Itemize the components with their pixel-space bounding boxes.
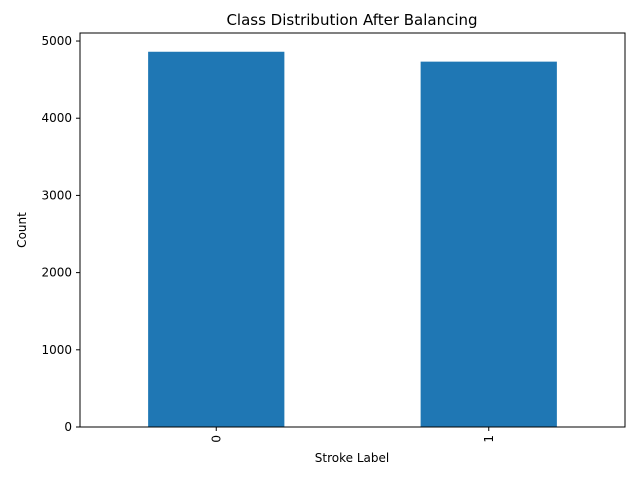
x-tick-label-0: 0: [209, 435, 223, 443]
y-tick-label: 2000: [41, 266, 72, 280]
bar-0: [148, 51, 285, 427]
y-axis-ticks: 0 1000 2000 3000 4000 5000: [41, 34, 80, 434]
bar-1: [420, 61, 557, 428]
y-tick-label: 5000: [41, 34, 72, 48]
plot-frame: [79, 32, 626, 428]
chart-title: Class Distribution After Balancing: [226, 11, 477, 29]
x-tick-label-1: 1: [482, 435, 496, 443]
y-tick-label: 0: [64, 420, 72, 434]
y-tick-label: 4000: [41, 111, 72, 125]
y-tick-label: 1000: [41, 343, 72, 357]
y-tick-label: 3000: [41, 188, 72, 202]
y-axis-label: Count: [15, 212, 29, 248]
bars-group: [148, 51, 557, 428]
x-axis-label: Stroke Label: [315, 451, 389, 465]
